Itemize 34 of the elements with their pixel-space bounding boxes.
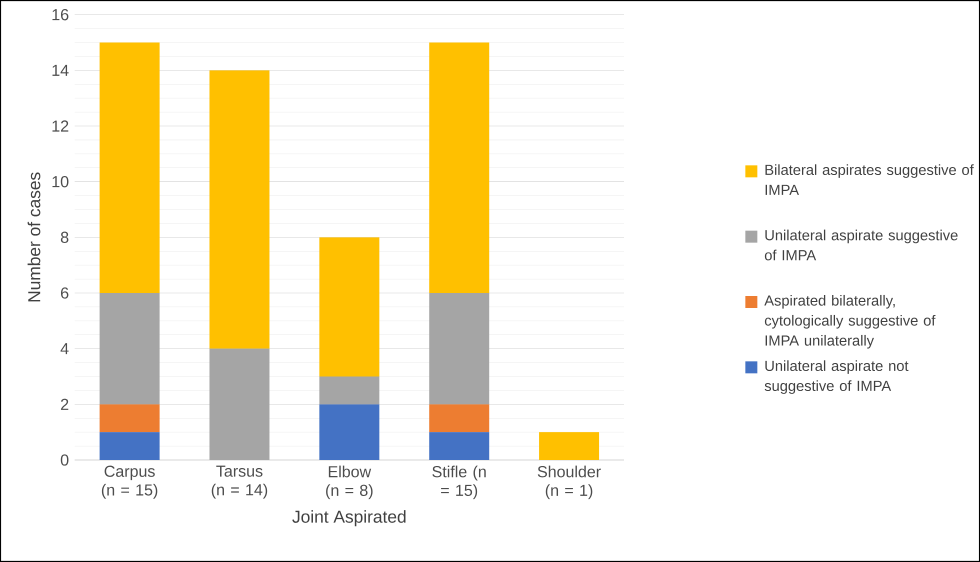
bar <box>319 376 380 404</box>
y-tick-label: 12 <box>52 120 68 132</box>
bar <box>429 293 490 404</box>
x-axis-title: Joint Aspirated <box>292 510 406 526</box>
bar <box>100 432 160 460</box>
bar <box>429 432 490 460</box>
legend-label: Bilateral aspirates suggestive of IMPA <box>765 164 974 195</box>
bar <box>319 404 380 460</box>
y-tick-label: 16 <box>52 9 68 20</box>
x-tick-label: Tarsus (n = 14) <box>212 466 268 499</box>
y-tick-label: 0 <box>60 454 68 466</box>
y-tick-label: 14 <box>52 64 69 76</box>
legend-label: Unilateral aspirate suggestive of IMPA <box>764 230 958 260</box>
x-tick-label: Stifle (n = 15) <box>432 466 486 500</box>
y-tick-label: 6 <box>60 287 68 299</box>
bar <box>100 404 160 432</box>
bar <box>100 42 160 294</box>
y-tick-label: 10 <box>52 176 68 188</box>
bar <box>429 404 490 432</box>
y-tick-label: 4 <box>60 343 69 354</box>
y-tick-label: 2 <box>60 398 68 410</box>
x-tick-label: Elbow (n = 8) <box>326 466 373 500</box>
y-tick-label: 8 <box>60 232 68 243</box>
bar <box>209 348 270 460</box>
legend-label: Unilateral aspirate not suggestive of IMPA <box>764 360 908 394</box>
bar <box>100 293 160 404</box>
x-tick-label: Carpus (n = 15) <box>102 466 158 499</box>
bar <box>539 432 600 460</box>
legend-label: Aspirated bilaterally, cytologically suggestive of IMPA unilaterally <box>764 294 936 349</box>
y-axis-title: Number of cases <box>28 172 40 302</box>
bar <box>209 70 270 349</box>
bar <box>429 42 490 294</box>
x-tick-label: Shoulder (n = 1) <box>538 466 601 500</box>
bar <box>319 237 380 376</box>
